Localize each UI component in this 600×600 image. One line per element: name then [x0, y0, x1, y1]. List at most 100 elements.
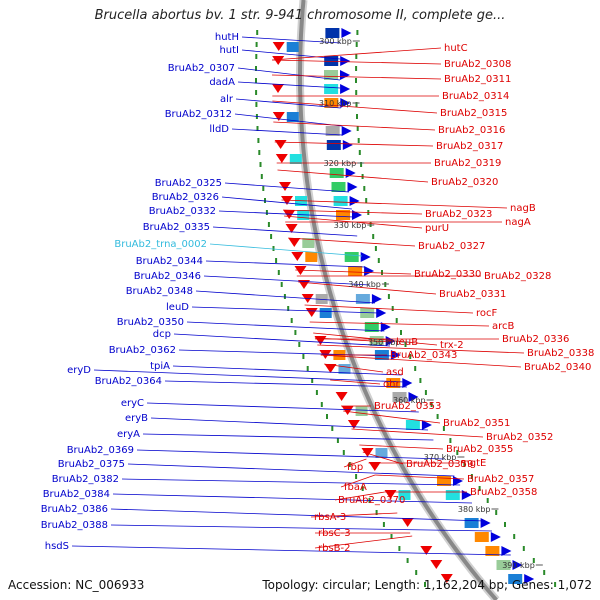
- gene-label-left[interactable]: BruAb2_0312: [165, 109, 232, 120]
- tick-mark: [265, 210, 268, 215]
- gene-arrow: [360, 252, 371, 262]
- gene-label-right[interactable]: mgtE: [460, 458, 486, 469]
- gene-label-left[interactable]: eryA: [117, 429, 140, 440]
- gene-label-left[interactable]: BruAb2_0388: [41, 520, 108, 531]
- leader-line: [218, 210, 354, 218]
- gene-label-right[interactable]: BruAb2_0314: [442, 91, 509, 102]
- tick-mark: [361, 486, 364, 491]
- leader-line: [310, 512, 398, 518]
- gene-label-right[interactable]: hutC: [444, 43, 468, 54]
- gene-label-left[interactable]: BruAb2_0307: [168, 63, 235, 74]
- gene-label-right[interactable]: ohr: [383, 379, 400, 390]
- gene-label-right[interactable]: BruAb2_0355: [446, 444, 513, 455]
- gene-arrow: [272, 112, 285, 121]
- gene-label-right[interactable]: BruAb2_0320: [431, 177, 498, 188]
- gene-label-left[interactable]: BruAb2_0375: [58, 459, 125, 470]
- gene-label-left[interactable]: leuD: [166, 302, 189, 313]
- gene-label-right[interactable]: BruAb2_0353: [374, 401, 441, 412]
- gene-label-left[interactable]: eryB: [125, 413, 148, 424]
- gene-label-right[interactable]: BruAb2_0338: [527, 348, 594, 359]
- leader-line: [272, 59, 442, 65]
- gene-label-right[interactable]: BruAb2_0327: [418, 241, 485, 252]
- tick-mark: [406, 558, 409, 563]
- gene-label-left[interactable]: BruAb2_0348: [126, 286, 193, 297]
- gene-label-right[interactable]: BruAb2_0357: [467, 474, 534, 485]
- leader-line: [271, 74, 442, 80]
- gene-label-right[interactable]: BruAb2_0308: [444, 59, 511, 70]
- gene-label-right[interactable]: trx-2: [440, 340, 464, 351]
- gene-label-right[interactable]: leuB: [396, 337, 418, 348]
- gene-label-left[interactable]: BruAb2_0386: [41, 504, 108, 515]
- gene-label-right[interactable]: BruAb2_0331: [439, 289, 506, 300]
- gene-label-right[interactable]: BruAb2_0311: [444, 74, 511, 85]
- gene-label-left[interactable]: hsdS: [45, 541, 69, 552]
- gene-label-left[interactable]: BruAb2_0326: [152, 192, 219, 203]
- gene-label-left[interactable]: BruAb2_0369: [67, 445, 134, 456]
- gene-arrow: [368, 462, 381, 471]
- gene-label-left[interactable]: BruAb2_0346: [134, 271, 201, 282]
- gene-label-left[interactable]: hutH: [215, 32, 239, 43]
- gene-label-right[interactable]: BruAb2_0340: [524, 362, 591, 373]
- gene-label-right[interactable]: rbsB-2: [318, 543, 351, 554]
- leader-line: [320, 354, 522, 368]
- gene-label-right[interactable]: BruAb2_0358: [470, 487, 537, 498]
- gene-label-left[interactable]: BruAb2_0384: [43, 489, 110, 500]
- tick-mark: [302, 354, 305, 359]
- gene-label-right[interactable]: BruAb2_0359: [406, 459, 473, 470]
- gene-label-right[interactable]: BruAb2_0315: [440, 108, 507, 119]
- gene-label-right[interactable]: fbaA: [344, 482, 367, 493]
- gene-label-right[interactable]: BruAb2_0319: [434, 158, 501, 169]
- leader-line: [272, 100, 438, 114]
- leader-line: [110, 508, 485, 522]
- tick-mark: [267, 222, 270, 227]
- leader-line: [324, 363, 384, 373]
- leader-line: [191, 306, 379, 314]
- gene-label-right[interactable]: BruAb2_0336: [502, 334, 569, 345]
- gene-label-left[interactable]: dcp: [153, 329, 171, 340]
- gene-block: [508, 574, 523, 584]
- gene-label-right[interactable]: rocF: [476, 308, 498, 319]
- gene-block: [485, 546, 500, 556]
- gene-label-left[interactable]: alr: [220, 94, 234, 105]
- gene-label-right[interactable]: rbsA-3: [314, 512, 346, 523]
- gene-label-right[interactable]: BruAb2_0316: [438, 125, 505, 136]
- gene-label-right[interactable]: purU: [425, 223, 449, 234]
- gene-label-right[interactable]: fbp: [347, 462, 363, 473]
- gene-label-left[interactable]: BruAb2_0382: [52, 474, 119, 485]
- gene-label-right[interactable]: BruAb2_0323: [425, 209, 492, 220]
- gene-label-right[interactable]: asd: [386, 367, 404, 378]
- tick-mark: [404, 342, 407, 347]
- leader-line: [304, 304, 474, 314]
- gene-label-left[interactable]: dadA: [209, 77, 235, 88]
- tick-mark: [255, 42, 258, 47]
- gene-label-left[interactable]: BruAb2_0364: [95, 376, 162, 387]
- gene-label-right[interactable]: nagA: [505, 217, 531, 228]
- gene-label-right[interactable]: BruAb2_0370: [338, 495, 405, 506]
- gene-label-left[interactable]: tpiA: [150, 361, 170, 372]
- gene-label-left[interactable]: BruAb2_trna_0002: [114, 239, 207, 250]
- tick-mark: [400, 330, 402, 335]
- gene-label-left[interactable]: eryC: [121, 398, 144, 409]
- gene-label-right[interactable]: BruAb2_0330: [414, 269, 481, 280]
- gene-label-left[interactable]: BruAb2_0350: [117, 317, 184, 328]
- gene-label-right[interactable]: BruAb2_0351: [443, 418, 510, 429]
- gene-label-left[interactable]: BruAb2_0362: [109, 345, 176, 356]
- leader-line: [203, 275, 370, 286]
- gene-label-left[interactable]: eryD: [67, 365, 91, 376]
- gene-label-right[interactable]: BruAb2_0352: [486, 432, 553, 443]
- gene-label-left[interactable]: BruAb2_0332: [149, 206, 216, 217]
- gene-label-right[interactable]: nagB: [510, 203, 536, 214]
- gene-label-left[interactable]: BruAb2_0335: [143, 222, 210, 233]
- gene-label-right[interactable]: BruAb2_0317: [436, 141, 503, 152]
- gene-label-left[interactable]: lldD: [209, 124, 229, 135]
- gene-label-left[interactable]: hutI: [219, 45, 239, 56]
- tick-mark: [409, 354, 412, 359]
- gene-label-right[interactable]: BruAb2_0328: [484, 271, 551, 282]
- gene-block: [496, 560, 511, 570]
- gene-label-left[interactable]: BruAb2_0325: [155, 178, 222, 189]
- gene-label-right[interactable]: arcB: [492, 321, 515, 332]
- gene-label-left[interactable]: BruAb2_0344: [136, 256, 203, 267]
- gene-label-right[interactable]: rbsC-3: [318, 528, 351, 539]
- gene-label-right[interactable]: BruAb2_0343: [390, 350, 457, 361]
- tick-mark: [391, 306, 394, 311]
